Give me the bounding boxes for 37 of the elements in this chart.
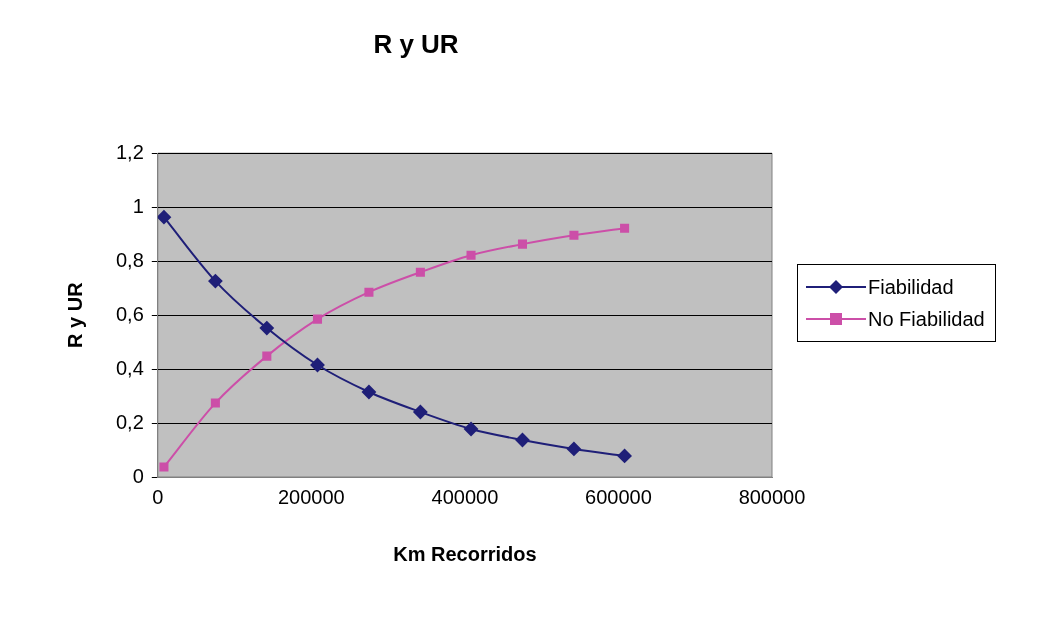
chart-title: R y UR [373,28,459,59]
point [415,267,425,277]
point [262,351,272,361]
x-tick-label: 200000 [277,485,345,508]
point [208,274,223,289]
point [466,250,476,260]
x-tick-label: 800000 [738,485,806,508]
point [159,462,169,472]
y-tick-label: 0,2 [115,410,144,433]
point [517,239,528,249]
point [569,230,579,240]
y-tick-label: 0,8 [115,248,144,271]
legend-label: Fiabilidad [868,275,954,299]
y-tick-label: 0 [132,464,144,487]
point [464,421,479,436]
point [210,398,220,408]
point [312,314,323,324]
point [157,210,171,225]
point [620,223,630,233]
y-tick-label: 1,2 [115,140,144,163]
point [566,441,581,456]
y-axis-title: R y UR [63,281,86,348]
x-tick-label: 400000 [431,485,499,508]
x-tick-label: 600000 [585,485,652,508]
point [413,404,428,419]
point [259,321,274,336]
legend-label: No Fiabilidad [868,307,985,331]
point [617,448,632,463]
point [364,287,374,297]
y-tick-label: 0,4 [115,356,144,379]
point [515,433,530,448]
x-tick-label: 0 [152,485,164,508]
point [310,358,325,373]
x-axis-title: Km Recorridos [393,542,537,565]
y-tick-label: 0,6 [115,302,144,325]
point [361,385,376,399]
y-tick-label: 1 [132,194,144,217]
